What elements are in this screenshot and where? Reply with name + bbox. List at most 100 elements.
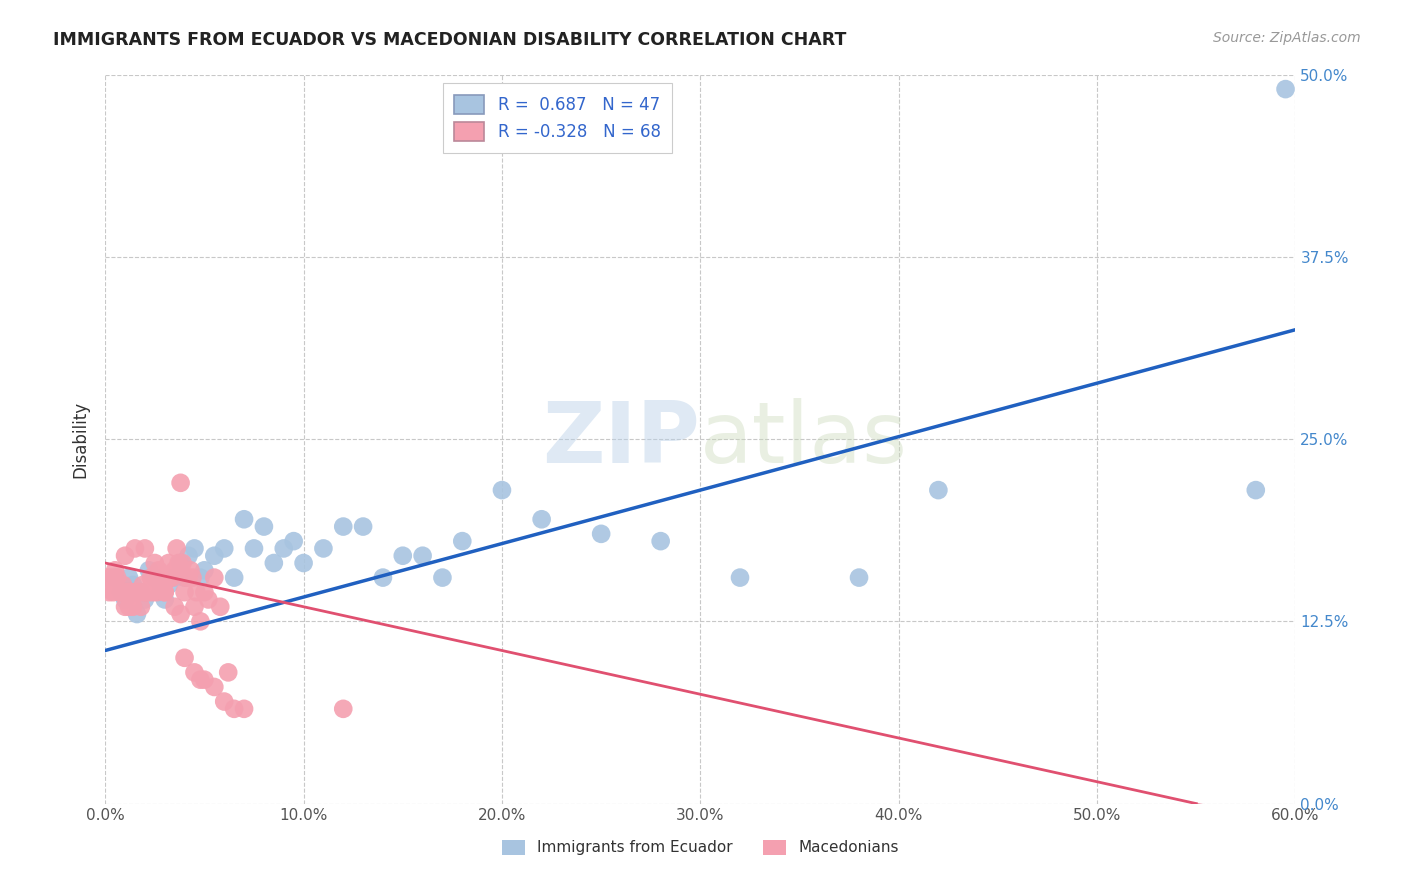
Point [352,519,374,533]
Point [110,585,132,599]
Point [212,694,235,708]
Point [134,592,156,607]
Point [186,585,208,599]
Point [129,599,152,614]
Point [110,585,132,599]
Point [159,571,181,585]
Point [183,541,205,556]
Point [217,665,239,680]
Point [224,571,246,585]
Point [193,563,215,577]
Point [202,680,225,694]
Point [451,534,474,549]
Point [135,585,157,599]
Point [134,585,156,599]
Point [180,563,202,577]
Point [332,519,354,533]
Point [163,563,186,577]
Point [139,571,162,585]
Text: ZIP: ZIP [543,398,700,481]
Point [209,599,232,614]
Point [202,549,225,563]
Point [104,571,127,585]
Point [371,571,394,585]
Point [183,665,205,680]
Point [105,571,128,585]
Text: atlas: atlas [700,398,908,481]
Point [530,512,553,526]
Point [114,599,136,614]
Point [292,556,315,570]
Point [148,563,170,577]
Point [253,519,276,533]
Point [153,592,176,607]
Point [197,592,219,607]
Point [263,556,285,570]
Point [183,599,205,614]
Point [848,571,870,585]
Point [138,585,160,599]
Point [173,650,195,665]
Point [224,702,246,716]
Point [312,541,335,556]
Point [122,599,145,614]
Point [132,578,155,592]
Point [1274,82,1296,96]
Point [163,599,186,614]
Point [412,549,434,563]
Point [128,585,150,599]
Point [190,673,212,687]
Point [153,585,176,599]
Point [212,541,235,556]
Point [181,571,204,585]
Point [143,556,166,570]
Text: IMMIGRANTS FROM ECUADOR VS MACEDONIAN DISABILITY CORRELATION CHART: IMMIGRANTS FROM ECUADOR VS MACEDONIAN DI… [53,31,846,49]
Point [120,585,142,599]
Point [193,673,215,687]
Point [202,571,225,585]
Point [118,599,141,614]
Point [166,541,188,556]
Point [124,585,146,599]
Point [153,585,176,599]
Point [162,571,184,585]
Point [233,702,256,716]
Point [283,534,305,549]
Point [167,556,190,570]
Point [432,571,454,585]
Point [98,585,121,599]
Point [149,571,172,585]
Point [177,549,200,563]
Legend: R =  0.687   N = 47, R = -0.328   N = 68: R = 0.687 N = 47, R = -0.328 N = 68 [443,83,672,153]
Point [114,549,136,563]
Text: Source: ZipAtlas.com: Source: ZipAtlas.com [1213,31,1361,45]
Point [122,578,145,592]
Point [101,585,124,599]
Point [152,571,174,585]
Point [173,585,195,599]
Point [129,585,152,599]
Point [728,571,751,585]
Point [1244,483,1267,497]
Point [190,615,212,629]
Point [193,585,215,599]
Point [112,578,135,592]
Point [114,592,136,607]
Y-axis label: Disability: Disability [72,401,89,477]
Point [172,556,194,570]
Point [169,556,191,570]
Point [108,585,131,599]
Point [233,512,256,526]
Point [491,483,513,497]
Point [173,571,195,585]
Point [650,534,672,549]
Point [100,571,122,585]
Point [927,483,949,497]
Point [142,585,165,599]
Point [138,563,160,577]
Point [149,585,172,599]
Point [157,556,180,570]
Point [125,585,148,599]
Point [163,571,186,585]
Point [591,526,613,541]
